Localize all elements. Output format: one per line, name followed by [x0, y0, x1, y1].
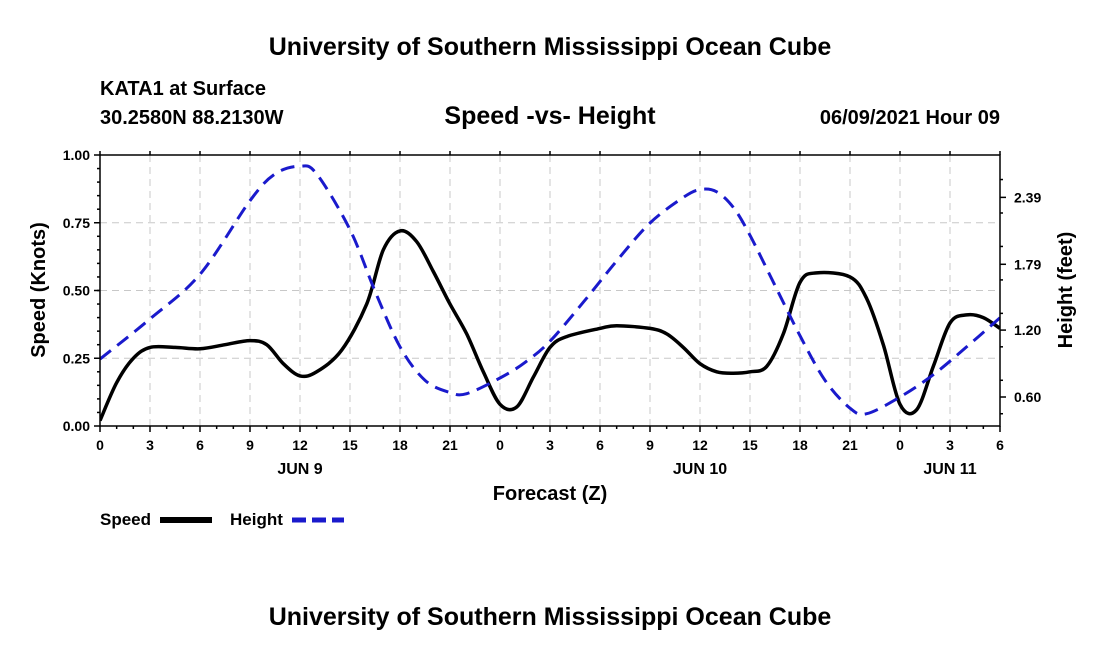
legend: Speed Height	[100, 510, 344, 529]
date-label: JUN 10	[673, 461, 727, 478]
grid-lines	[100, 155, 1000, 426]
station-coordinates: 30.2580N 88.2130W	[100, 107, 284, 129]
x-tick-label: 18	[392, 437, 408, 453]
header-title-top: University of Southern Mississippi Ocean…	[269, 33, 832, 61]
axis-ticks: 0 3 6 9 12 15 18 21 0 3 6 9 12 15 18 21 0 3 6 JUN 9 JUN 10 JU…	[63, 147, 1042, 478]
x-tick-label: 9	[646, 437, 654, 453]
y-tick-label: 0.50	[63, 283, 90, 299]
y-tick-label: 0.00	[63, 418, 90, 434]
x-tick-label: 0	[896, 437, 904, 453]
y2-tick-label: 0.60	[1014, 389, 1041, 405]
x-tick-label: 21	[442, 437, 458, 453]
series-line-speed	[100, 228, 1000, 422]
x-tick-label: 6	[596, 437, 604, 453]
x-tick-label: 3	[546, 437, 554, 453]
x-tick-label: 21	[842, 437, 858, 453]
x-tick-label: 15	[742, 437, 758, 453]
x-axis-label: Forecast (Z)	[493, 483, 607, 505]
y-axis-label: Speed (Knots)	[28, 222, 50, 358]
y2-tick-label: 1.20	[1014, 322, 1041, 338]
x-tick-label: 3	[146, 437, 154, 453]
legend-label-height: Height	[230, 510, 283, 529]
y2-axis-label: Height (feet)	[1055, 232, 1077, 349]
x-tick-label: 0	[96, 437, 104, 453]
series-lines	[100, 164, 1000, 422]
header-title-bottom: University of Southern Mississippi Ocean…	[269, 603, 832, 631]
x-tick-label: 3	[946, 437, 954, 453]
x-tick-label: 9	[246, 437, 254, 453]
y-tick-label: 0.75	[63, 215, 90, 231]
x-tick-label: 18	[792, 437, 808, 453]
y-tick-label: 1.00	[63, 147, 90, 163]
date-label: JUN 9	[277, 461, 322, 478]
x-tick-label: 0	[496, 437, 504, 453]
y2-tick-label: 2.39	[1014, 189, 1041, 205]
x-tick-label: 6	[196, 437, 204, 453]
x-tick-label: 12	[292, 437, 308, 453]
forecast-datetime: 06/09/2021 Hour 09	[820, 107, 1000, 129]
plot-title: Speed -vs- Height	[444, 102, 656, 130]
y2-tick-label: 1.79	[1014, 256, 1041, 272]
x-tick-label: 6	[996, 437, 1004, 453]
y-tick-label: 0.25	[63, 350, 90, 366]
date-label: JUN 11	[923, 461, 976, 478]
x-tick-label: 12	[692, 437, 708, 453]
x-tick-label: 15	[342, 437, 358, 453]
station-name: KATA1 at Surface	[100, 78, 266, 100]
series-line-height	[100, 164, 1000, 416]
legend-label-speed: Speed	[100, 510, 151, 529]
